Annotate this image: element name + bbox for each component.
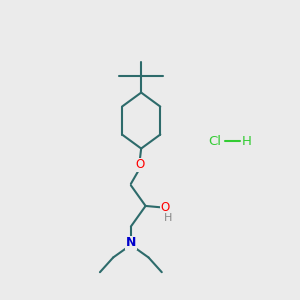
Text: Cl: Cl <box>208 135 221 148</box>
Text: H: H <box>242 135 252 148</box>
Text: O: O <box>135 158 144 171</box>
Text: H: H <box>164 213 172 223</box>
Text: O: O <box>160 201 169 214</box>
Text: N: N <box>126 236 136 249</box>
